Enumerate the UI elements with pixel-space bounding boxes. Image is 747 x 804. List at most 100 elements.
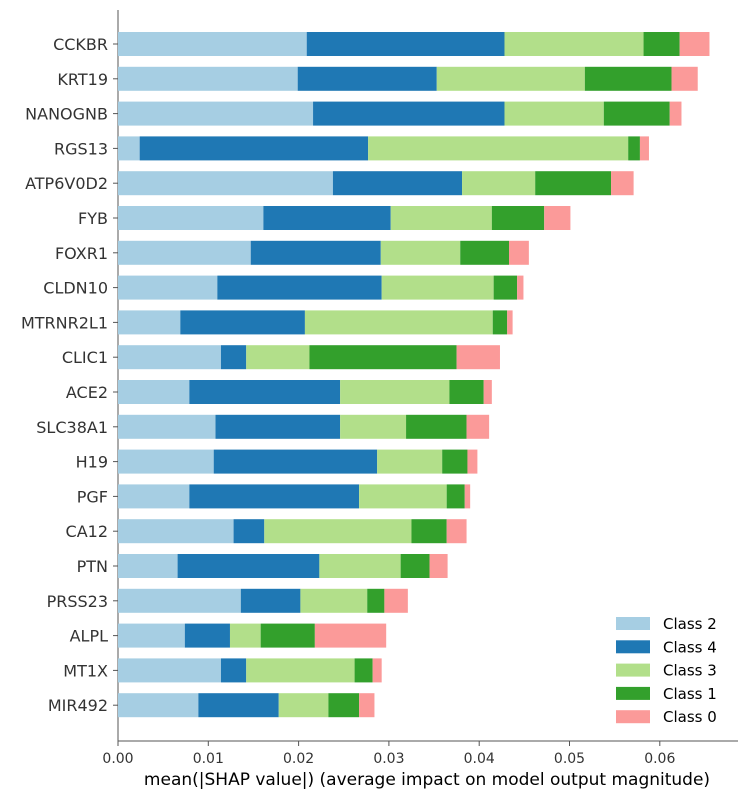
bar-class-4-h19	[213, 449, 378, 474]
bar-class-3-h19	[377, 449, 443, 474]
bar-class-1-cckbr	[643, 32, 680, 56]
x-tick-label: 0.02	[283, 751, 314, 767]
bar-class-4-foxr1	[250, 240, 381, 265]
feature-label: CLIC1	[62, 348, 108, 367]
legend-label: Class 2	[663, 615, 717, 633]
bar-class-2-prss23	[118, 588, 241, 613]
bar-class-0-h19	[467, 449, 478, 474]
bar-class-3-atp6v0d2	[462, 171, 536, 196]
feature-label: PTN	[77, 557, 108, 576]
bar-class-0-slc38a1	[466, 414, 490, 439]
bar-class-0-rgs13	[639, 136, 649, 161]
bar-class-4-cldn10	[217, 275, 382, 300]
bar-class-0-ca12	[446, 519, 467, 544]
bar-class-3-mtrnr2l1	[304, 310, 493, 335]
bar-class-3-prss23	[300, 588, 368, 613]
feature-label: CLDN10	[43, 279, 108, 298]
bar-class-3-cldn10	[381, 275, 494, 300]
bar-class-0-prss23	[384, 588, 408, 613]
bar-class-3-pgf	[359, 484, 447, 509]
x-tick-label: 0.06	[644, 751, 675, 767]
bar-class-4-rgs13	[139, 136, 369, 161]
bar-class-1-h19	[442, 449, 468, 474]
bar-class-2-fyb	[118, 206, 264, 230]
feature-label: MTRNR2L1	[21, 313, 108, 332]
bar-class-3-ace2	[340, 380, 450, 404]
bar-class-0-mt1x	[372, 658, 382, 683]
bar-class-1-ptn	[400, 554, 430, 578]
bar-class-4-atp6v0d2	[332, 171, 463, 196]
bar-class-2-krt19	[118, 66, 298, 91]
bar-class-0-clic1	[456, 345, 500, 370]
legend-label: Class 0	[663, 708, 717, 726]
bar-class-1-atp6v0d2	[535, 171, 612, 196]
feature-label: H19	[76, 453, 108, 472]
bar-class-1-fyb	[491, 206, 545, 230]
bar-class-0-fyb	[544, 206, 571, 230]
bar-class-4-cckbr	[306, 32, 505, 56]
legend: Class 2 Class 4 Class 3 Class 1 Class 0	[616, 615, 717, 726]
bar-class-1-krt19	[584, 66, 672, 91]
feature-label: PRSS23	[47, 592, 108, 611]
bar-class-1-mt1x	[354, 658, 373, 683]
bar-class-2-foxr1	[118, 240, 251, 265]
bar-class-0-alpl	[314, 623, 387, 648]
bar-class-4-clic1	[220, 345, 247, 370]
bar-class-2-pgf	[118, 484, 190, 509]
bar-class-3-fyb	[390, 206, 492, 230]
bar-class-1-slc38a1	[406, 414, 467, 439]
legend-label: Class 1	[663, 685, 717, 703]
bar-class-2-clic1	[118, 345, 221, 370]
bar-class-0-mtrnr2l1	[507, 310, 513, 335]
bar-class-2-h19	[118, 449, 214, 474]
x-tick-label: 0.03	[373, 751, 404, 767]
legend-swatch	[616, 617, 650, 630]
bar-class-3-ptn	[319, 554, 401, 578]
bar-class-2-mtrnr2l1	[118, 310, 181, 335]
bar-class-3-ca12	[264, 519, 412, 544]
bar-class-1-nanognb	[603, 101, 670, 126]
bar-class-1-foxr1	[460, 240, 509, 265]
bar-class-3-mt1x	[246, 658, 355, 683]
bar-class-4-slc38a1	[215, 414, 341, 439]
bar-class-3-mir492	[278, 693, 329, 718]
feature-label: RGS13	[54, 139, 108, 158]
feature-label: SLC38A1	[36, 418, 108, 437]
bars-group	[118, 32, 710, 718]
bar-class-3-foxr1	[380, 240, 461, 265]
bar-class-1-cldn10	[493, 275, 518, 300]
bar-class-1-ace2	[449, 380, 484, 404]
legend-swatch	[616, 686, 650, 700]
feature-label: ATP6V0D2	[25, 174, 108, 193]
bar-class-4-alpl	[184, 623, 230, 648]
x-tick-label: 0.01	[193, 751, 224, 767]
bar-class-3-krt19	[436, 66, 585, 91]
feature-label: PGF	[77, 487, 108, 506]
bar-class-4-ptn	[177, 554, 320, 578]
bar-class-1-prss23	[367, 588, 385, 613]
bar-class-2-alpl	[118, 623, 185, 648]
bar-class-1-clic1	[309, 345, 457, 370]
bar-class-1-alpl	[260, 623, 315, 648]
bar-class-2-mir492	[118, 693, 199, 718]
legend-swatch	[616, 640, 650, 654]
bar-class-0-nanognb	[669, 101, 682, 126]
bar-class-4-fyb	[263, 206, 391, 230]
bar-class-3-nanognb	[504, 101, 604, 126]
bar-class-2-cckbr	[118, 32, 307, 56]
feature-label: CA12	[66, 522, 108, 541]
bar-class-1-ca12	[411, 519, 447, 544]
x-tick-label: 0.05	[554, 751, 585, 767]
bar-class-4-ca12	[233, 519, 265, 544]
feature-label: FOXR1	[55, 244, 108, 263]
feature-label: MIR492	[48, 696, 108, 715]
bar-class-4-nanognb	[313, 101, 505, 126]
bar-class-0-ptn	[429, 554, 448, 578]
bar-class-2-rgs13	[118, 136, 140, 161]
feature-label: ALPL	[70, 627, 109, 646]
bar-class-2-ca12	[118, 519, 234, 544]
bar-class-0-cckbr	[679, 32, 710, 56]
bar-class-1-mir492	[328, 693, 360, 718]
